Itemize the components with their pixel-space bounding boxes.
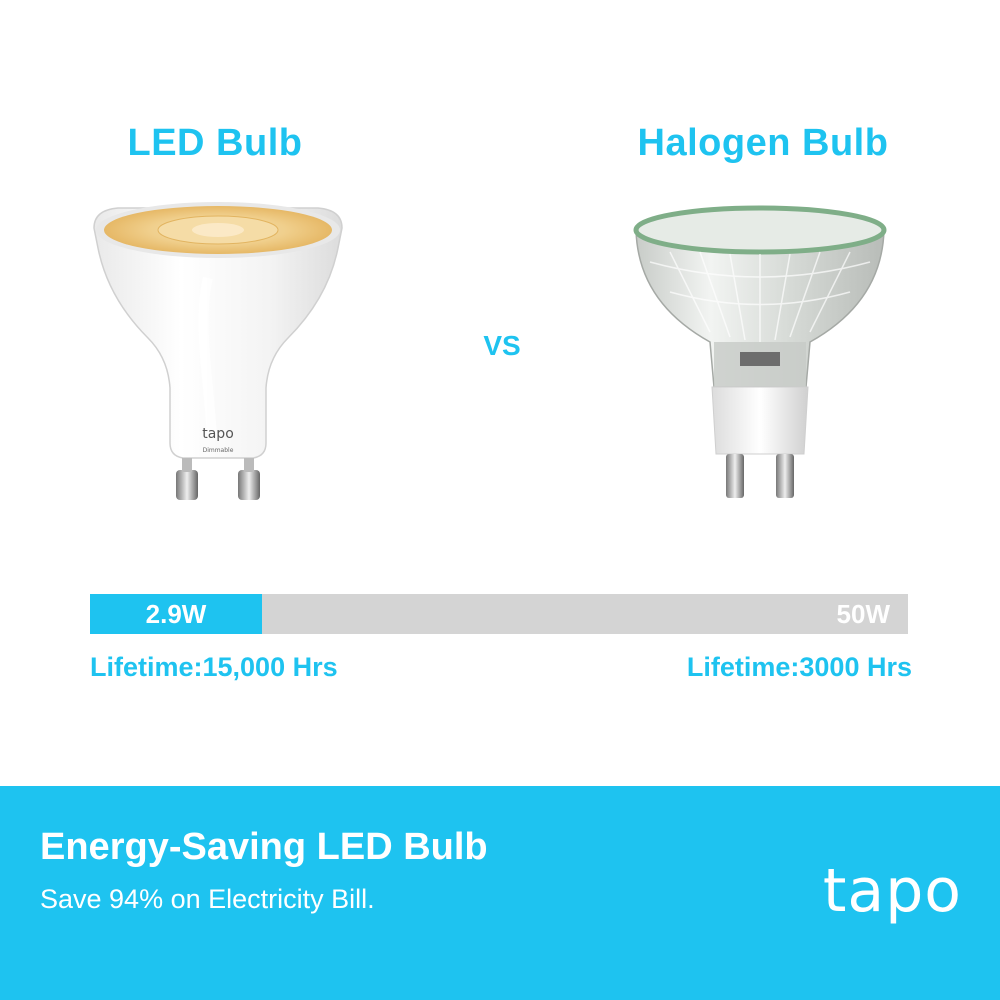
vs-label: VS <box>483 330 521 361</box>
footer-banner: Energy-Saving LED Bulb Save 94% on Elect… <box>0 786 1000 1000</box>
halogen-power-label: 50W <box>836 599 890 629</box>
halogen-lifetime: Lifetime:3000 Hrs <box>686 652 912 682</box>
led-lifetime: Lifetime:15,000 Hrs <box>90 652 338 682</box>
tapo-logo: tapo <box>822 856 962 926</box>
footer-headline: Energy-Saving LED Bulb <box>40 826 488 868</box>
halogen-bulb-title: Halogen Bulb <box>637 122 889 164</box>
led-bulb-brand-sub: Dimmable <box>203 447 234 454</box>
halogen-bulb-image <box>633 205 887 498</box>
led-bulb-title: LED Bulb <box>127 122 303 164</box>
footer-subtext: Save 94% on Electricity Bill. <box>40 884 375 914</box>
power-comparison-bar <box>90 594 908 634</box>
led-power-fill <box>90 594 262 634</box>
led-bulb-image: tapo Dimmable <box>93 202 343 500</box>
led-power-label: 2.9W <box>145 599 207 629</box>
led-bulb-brand: tapo <box>202 426 234 442</box>
